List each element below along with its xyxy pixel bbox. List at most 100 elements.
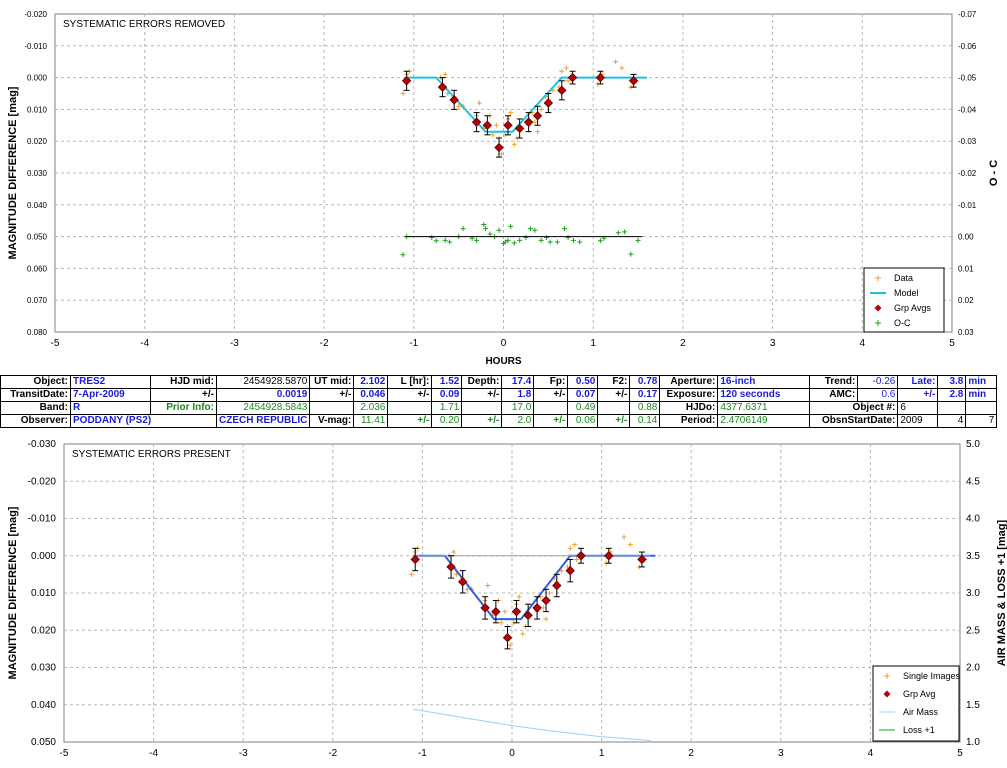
data-point [499,151,505,157]
legend-label: Air Mass [903,707,939,717]
data-point [523,235,529,241]
grp-avg-point [523,117,534,127]
period-value: 2.4706149 [717,414,811,428]
y2-tick-label: 2.0 [966,663,980,674]
late-unit: min [965,375,998,389]
grp-avg-point [576,551,586,561]
length-label: L [hr]: [387,375,433,389]
grp-avg-point [446,562,456,572]
ut-mid-label: UT mid: [309,375,355,389]
data-point [508,110,514,116]
pm-label: +/- [150,388,217,402]
y-tick-label: 0.080 [27,328,48,337]
transit-date-value: 7-Apr-2009 [70,388,151,402]
info-row: Observer: PODDANY (PS2) CZECH REPUBLIC V… [0,414,998,428]
y-tick-label: 0.020 [27,137,48,146]
x-tick-label: 1 [590,338,596,349]
depth-err-value: 1.8 [501,388,535,402]
grp-avg-point [514,123,525,134]
data-point [565,78,571,84]
grp-avg-point [532,111,543,121]
chart-systematic-errors-present: -5 -4 -3 -2 -1 0 1 2 3 4 5 -0.030 -0.020 -0.010 0.000 0… [7,439,1007,759]
grp-avg-point [637,554,647,565]
data-point [493,122,499,128]
prior-depth-value: 17.0 [501,401,535,415]
y2-tick-label: 1.5 [966,700,980,711]
data-point [527,226,533,232]
y-tick-label: 0.040 [27,201,48,210]
data-point [621,534,627,540]
x-tick-label: 0 [501,338,507,349]
pm-label: +/- [387,388,433,402]
obsn-day-value: 7 [965,414,998,428]
grp-avg-point [482,120,493,131]
f2-label: F2: [597,375,631,389]
x-tick-label: -4 [140,338,149,349]
y-tick-label: 0.050 [27,233,48,242]
x-tick-label: 2 [688,748,694,759]
data-point [476,100,482,106]
band-value: R [70,401,151,415]
grp-avg-point [595,72,606,83]
data-point [574,556,580,562]
y-tick-label: 0.070 [27,296,48,305]
amc-label: AMC: [809,388,859,402]
prior-f2-value: 0.88 [629,401,661,415]
hjd-err-value: 0.0019 [215,388,311,402]
x-tick-label: -1 [409,338,418,349]
data-point [502,609,508,615]
y-tick-label: 0.040 [31,700,56,711]
y2-tick-label: -0.07 [958,10,977,19]
data-point [508,223,514,229]
late-value: 3.8 [937,375,967,389]
y2-tick-label: 1.0 [966,737,980,748]
hjdo-label: HJDo: [659,401,719,415]
data-point [451,549,457,555]
y2-tick-label: -0.02 [958,169,977,178]
fp-value: 0.50 [567,375,599,389]
grp-avg-point [552,580,562,591]
y-tick-label: 0.060 [27,264,48,273]
prior-hjd-value: 2454928.5843 [215,401,311,415]
grp-avg-point [502,632,513,643]
aperture-label: Aperture: [659,375,719,389]
y2-tick-label: 0.01 [958,264,974,273]
data-point [543,616,549,622]
fp-err-value: 0.07 [567,388,599,402]
y-tick-label: 0.010 [27,105,48,114]
y-tick-label: -0.020 [24,10,47,19]
transit-date-label: TransitDate: [0,388,71,402]
x-tick-label: 1 [599,748,605,759]
x-tick-label: -5 [60,748,69,759]
grp-avg-point [604,551,614,561]
ut-err-value: 0.046 [353,388,389,402]
hjdo-value: 4377.6371 [717,401,811,415]
y-tick-label: -0.020 [28,476,57,487]
grp-avg-point [532,603,542,613]
y2-tick-label: -0.06 [958,42,977,51]
grp-avg-point [471,117,482,127]
data-point [456,103,462,109]
data-point [483,226,489,232]
grp-avg-point [628,76,639,86]
x-tick-label: 3 [778,748,784,759]
y-tick-label: 0.000 [27,74,48,83]
x-axis-label: HOURS [485,356,521,367]
legend-label: Grp Avgs [894,303,931,313]
fp-label: Fp: [533,375,569,389]
y2-tick-label: 2.5 [966,625,980,636]
grp-avg-point [567,72,578,83]
y2-tick-label: -0.01 [958,201,977,210]
pm-label: +/- [387,414,433,428]
legend-marker [875,275,881,281]
ut-mid-value: 2.102 [353,375,389,389]
data-point [520,631,526,637]
grp-avg-point [503,120,513,131]
data-point [400,91,406,96]
data-point [559,68,565,74]
pm-label: +/- [533,388,569,402]
vmag-label: V-mag: [309,414,355,428]
period-label: Period: [659,414,719,428]
x-tick-label: 2 [680,338,686,349]
x-tick-label: -5 [51,338,60,349]
